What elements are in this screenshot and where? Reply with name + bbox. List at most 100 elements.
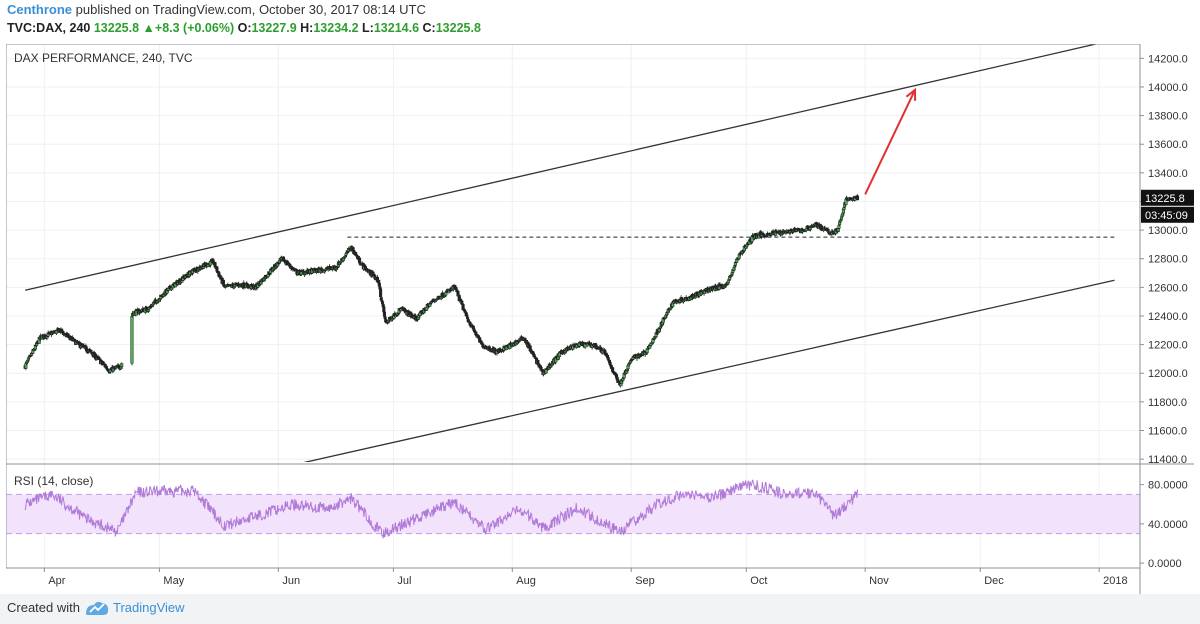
time-tick-label: Jun — [282, 575, 300, 587]
rsi-pane-title: RSI (14, close) — [14, 474, 93, 488]
chart-area[interactable]: 14200.014000.013800.013600.013400.013200… — [6, 44, 1194, 594]
footer: Created with TradingView — [0, 594, 1200, 624]
time-tick-label: Jul — [397, 575, 411, 587]
low-value: 13214.6 — [373, 21, 420, 35]
candle-body — [380, 301, 385, 305]
candle-body — [147, 309, 151, 312]
high-label: H: — [300, 21, 314, 35]
candle-body — [462, 309, 466, 311]
candle-body — [89, 350, 93, 352]
candle-body — [765, 235, 769, 237]
price-tick-label: 13400.0 — [1148, 168, 1188, 180]
candle-body — [659, 326, 663, 329]
candle-body — [84, 347, 89, 352]
candle-body — [130, 316, 134, 364]
candle-body — [84, 345, 88, 348]
tradingview-logo-icon — [86, 601, 109, 615]
tradingview-brand-link[interactable]: TradingView — [113, 600, 185, 615]
axes: 14200.014000.013800.013600.013400.013200… — [43, 53, 1194, 587]
price-tick-label: 14000.0 — [1148, 82, 1188, 94]
candle-body — [237, 285, 241, 288]
candle-body — [215, 266, 219, 272]
countdown-marker — [1141, 206, 1194, 223]
quote-line: TVC:DAX, 240 13225.8 ▲+8.3 (+0.06%) O:13… — [7, 21, 481, 35]
time-tick-label: May — [163, 575, 184, 587]
price-tick-label: 12400.0 — [1148, 311, 1188, 323]
price-pane-title: DAX PERFORMANCE, 240, TVC — [14, 51, 193, 65]
candle-body — [221, 279, 225, 285]
publish-line: Centhrone published on TradingView.com, … — [7, 2, 426, 17]
candle-body — [694, 296, 698, 299]
price-change: +8.3 (+0.06%) — [154, 21, 235, 35]
candle-body — [517, 340, 521, 342]
candle-body — [201, 266, 206, 269]
time-tick-label: Dec — [984, 575, 1004, 587]
candle-body — [533, 355, 537, 358]
candle-body — [379, 288, 383, 297]
price-tick-label: 12200.0 — [1148, 340, 1188, 352]
candle-body — [479, 340, 483, 343]
rsi-line — [24, 479, 858, 539]
candle-body — [750, 236, 754, 242]
candle-body — [357, 257, 362, 263]
last-price-label: 13225.8 — [1145, 193, 1185, 205]
candle-body — [425, 307, 429, 311]
open-label: O: — [237, 21, 252, 35]
candle-body — [382, 311, 386, 317]
price-tick-label: 12000.0 — [1148, 368, 1188, 380]
candle-body — [668, 308, 672, 311]
candle-body — [604, 352, 608, 355]
candle-body — [343, 255, 348, 258]
candle-body — [761, 233, 766, 236]
symbol-label: TVC:DAX, 240 — [7, 21, 91, 35]
time-tick-label: Nov — [869, 575, 889, 587]
candle-body — [842, 207, 846, 210]
high-value: 13234.2 — [313, 21, 359, 35]
close-label: C: — [422, 21, 436, 35]
projection-arrow-shaft[interactable] — [864, 89, 916, 195]
triangle-up-icon: ▲ — [142, 21, 155, 35]
author-link[interactable]: Centhrone — [7, 2, 72, 17]
candle-body — [382, 306, 386, 313]
candle-body — [612, 371, 616, 374]
time-tick-label: Apr — [48, 575, 65, 587]
candle-body — [454, 287, 458, 291]
candle-body — [116, 364, 121, 367]
rsi-tick-label: 40.0000 — [1148, 519, 1188, 531]
candle-body — [410, 313, 414, 316]
price-tick-label: 13600.0 — [1148, 139, 1188, 151]
chart-svg[interactable]: 14200.014000.013800.013600.013400.013200… — [6, 44, 1194, 594]
candle-body — [218, 274, 222, 278]
candle-body — [266, 274, 270, 278]
open-value: 13227.9 — [251, 21, 297, 35]
candle-body — [837, 224, 841, 229]
candle-body — [344, 253, 348, 256]
low-label: L: — [362, 21, 374, 35]
projection-arrow-head[interactable] — [905, 87, 917, 101]
last-price-marker — [1141, 189, 1194, 206]
channel-line[interactable] — [274, 279, 1115, 469]
candle-body — [733, 265, 737, 268]
candle-body — [120, 363, 124, 368]
price-tick-label: 12600.0 — [1148, 282, 1188, 294]
price-tick-label: 13000.0 — [1148, 225, 1188, 237]
channel-line[interactable] — [25, 44, 1114, 291]
candle-body — [26, 360, 30, 362]
price-tick-label: 11400.0 — [1148, 454, 1187, 466]
chart-header: Centhrone published on TradingView.com, … — [0, 0, 1200, 40]
publish-text: published on TradingView.com, October 30… — [75, 2, 426, 17]
price-tick-label: 11600.0 — [1148, 426, 1187, 438]
candle-body — [732, 267, 736, 271]
candle-body — [383, 316, 387, 319]
candle-body — [377, 282, 381, 287]
trend-lines — [25, 44, 1115, 469]
candle-body — [465, 314, 469, 317]
rsi-tick-label: 80.0000 — [1148, 480, 1188, 492]
candle-body — [278, 260, 282, 263]
candle-body — [726, 283, 730, 285]
price-tick-label: 13800.0 — [1148, 111, 1188, 123]
rsi-grid — [6, 493, 1140, 535]
candle-body — [839, 219, 843, 222]
candlestick-series — [23, 194, 860, 388]
price-tick-label: 11800.0 — [1148, 397, 1187, 409]
